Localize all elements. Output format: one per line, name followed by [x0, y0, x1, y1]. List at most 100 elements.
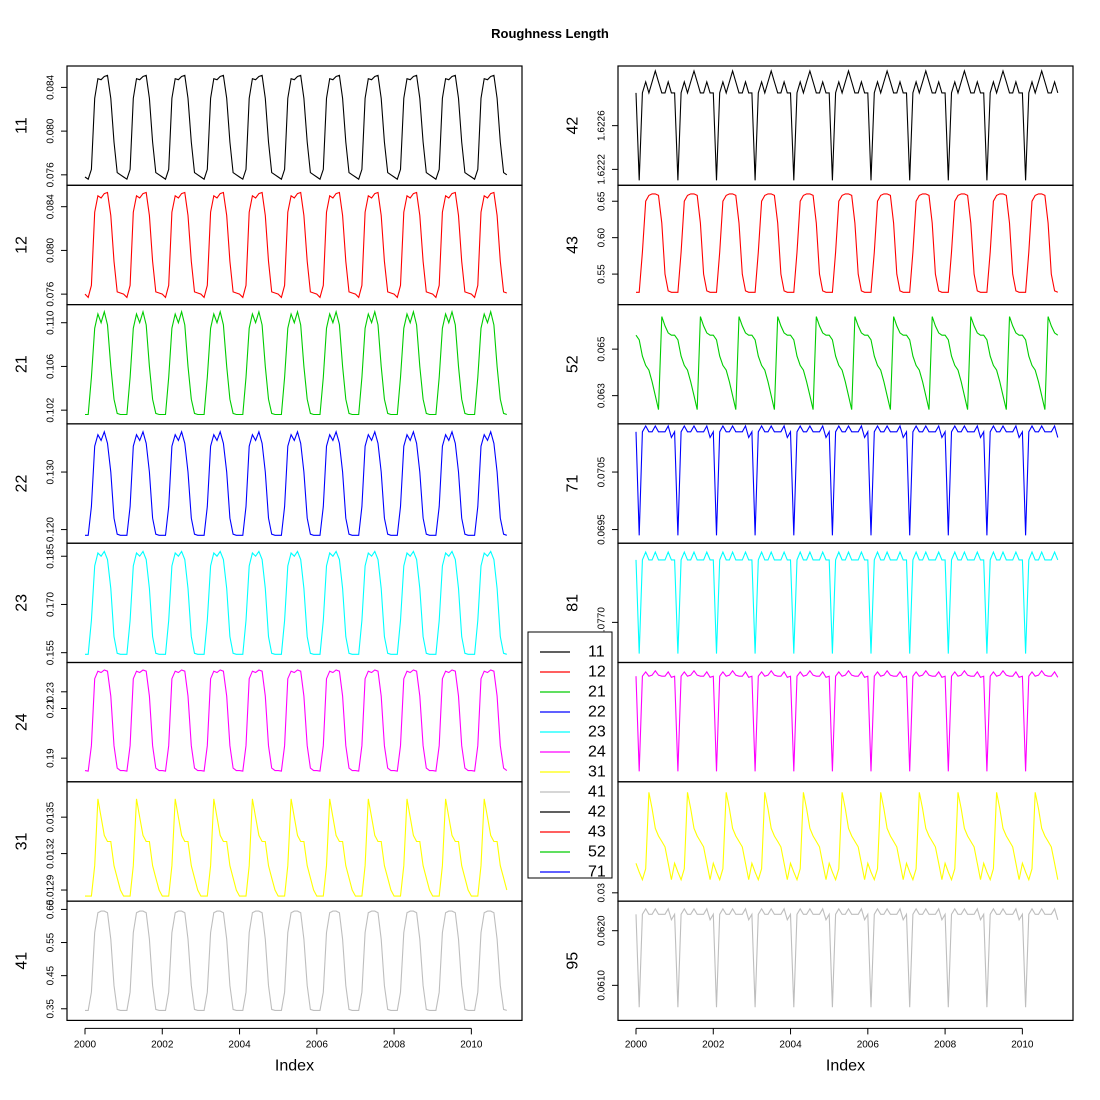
panel-0-5: 0.19 0.210.23 24: [14, 661, 523, 783]
y-tick-label: 0.0610: [597, 970, 608, 1001]
y-tick-label: 0.102: [46, 397, 57, 422]
y-tick-label: 0.170: [46, 592, 57, 617]
series-line-41: [85, 910, 507, 1011]
panel-0-7: 0.35 0.45 0.55 0.65 41: [14, 899, 523, 1021]
y-tick-label: 0.120: [46, 517, 57, 542]
panel-frame: [66, 900, 523, 1021]
panel-frame: [66, 781, 523, 902]
x-tick-label: 2006: [857, 1039, 880, 1050]
x-tick-label: 2002: [151, 1039, 174, 1050]
panel-label-21: 21: [14, 355, 31, 373]
legend-label-21: 21: [588, 684, 606, 701]
panel-frame: [617, 542, 1074, 664]
x-tick-label: 2000: [74, 1039, 97, 1050]
y-tick-label: 0.0135: [46, 801, 57, 832]
panel-label-31: 31: [14, 832, 31, 850]
y-tick-label: 0.155: [46, 640, 57, 665]
y-tick-label: 0.084: [46, 74, 57, 99]
x-tick-label: 2006: [306, 1039, 329, 1050]
x-axis-title: Index: [826, 1057, 865, 1074]
panel-frame: [617, 900, 1074, 1021]
legend-label-11: 11: [588, 644, 605, 661]
x-axis-title: Index: [275, 1057, 314, 1074]
panel-label-22: 22: [14, 475, 31, 493]
x-tick-label: 2000: [625, 1039, 648, 1050]
y-tick-label: 0.185: [46, 543, 57, 568]
series-line-71: [635, 424, 1059, 536]
panel-label-81: 81: [565, 594, 582, 612]
panel-label-52: 52: [565, 355, 582, 373]
y-tick-label: 0.0695: [597, 514, 608, 545]
y-tick-label: 0.084: [46, 194, 57, 219]
y-tick-label: 0.19: [46, 748, 57, 768]
y-tick-label: 0.065: [597, 336, 608, 361]
x-tick-label: 2010: [1011, 1039, 1034, 1050]
y-tick-label: 0.60: [597, 227, 608, 247]
y-tick-label: 0.130: [46, 459, 57, 484]
y-tick-label: 0.0770: [597, 607, 608, 638]
legend-label-31: 31: [588, 764, 606, 781]
legend-label-41: 41: [588, 784, 606, 801]
series-line-c1p5: [635, 669, 1059, 772]
panel-label-12: 12: [14, 236, 31, 254]
y-tick-label: 0.076: [46, 281, 57, 306]
legend-label-71: 71: [588, 864, 606, 881]
panel-label-42: 42: [565, 117, 582, 135]
legend-label-12: 12: [588, 664, 606, 681]
legend-label-52: 52: [588, 844, 606, 861]
legend-label-42: 42: [588, 804, 606, 821]
y-tick-label: 0.0620: [597, 915, 608, 946]
y-tick-label: 0.110: [46, 310, 57, 335]
panel-0-2: 0.102 0.106 0.110 21: [14, 304, 523, 425]
series-line-12: [84, 191, 507, 299]
series-line-81: [635, 550, 1059, 654]
x-tick-label: 2004: [779, 1039, 802, 1050]
panel-frame: [617, 184, 1074, 306]
panel-1-0: 1.6222 1.6226 42: [565, 65, 1074, 186]
y-tick-label: 0.076: [46, 162, 57, 187]
legend-label-22: 22: [588, 704, 606, 721]
panel-frame: [66, 661, 523, 783]
panel-0-3: 0.120 0.130 22: [14, 423, 523, 544]
panel-label-95: 95: [565, 952, 582, 970]
y-tick-label: 0.0129: [46, 874, 57, 905]
x-tick-label: 2002: [702, 1039, 725, 1050]
series-line-31: [85, 798, 508, 897]
y-tick-label: 0.65: [46, 899, 57, 919]
x-axis-0: 2000 2002 2004 2006 2008 2010 Index: [74, 1027, 483, 1074]
panel-1-1: 0.55 0.60 0.65 43: [565, 184, 1074, 306]
series-line-52: [635, 316, 1059, 410]
x-tick-label: 2004: [228, 1039, 251, 1050]
y-tick-label: 0.23: [46, 682, 57, 702]
x-tick-label: 2008: [383, 1039, 406, 1050]
legend-box: [527, 631, 613, 879]
y-tick-label: 1.6222: [597, 154, 608, 185]
panel-0-0: 0.076 0.080 0.084 11: [14, 65, 523, 187]
panel-1-7: 0.0610 0.0620 95: [565, 900, 1074, 1021]
y-tick-label: 0.0132: [46, 838, 57, 869]
legend-label-24: 24: [588, 744, 606, 761]
series-line-43: [636, 193, 1059, 293]
y-tick-label: 0.21: [46, 698, 57, 718]
chart-title: Roughness Length: [491, 26, 609, 41]
y-tick-label: 0.65: [597, 191, 608, 211]
panel-frame: [617, 661, 1074, 783]
panel-label-71: 71: [565, 475, 582, 493]
panel-frame: [66, 542, 523, 664]
panel-1-2: 0.063 0.065 52: [565, 304, 1074, 425]
panel-frame: [617, 304, 1074, 425]
x-axes-layer: 2000 2002 2004 2006 2008 2010 Index 2000 2002 200…: [74, 1027, 1034, 1074]
y-tick-label: 0.080: [46, 118, 57, 143]
series-line-24: [84, 669, 508, 772]
series-line-c1p6: [635, 792, 1059, 882]
panel-label-43: 43: [565, 236, 582, 254]
y-tick-label: 0.0705: [597, 456, 608, 487]
y-tick-label: 0.080: [46, 237, 57, 262]
panel-label-41: 41: [14, 952, 31, 970]
series-line-95: [635, 907, 1059, 1008]
y-tick-label: 0.063: [597, 383, 608, 408]
panel-label-23: 23: [14, 594, 31, 612]
y-tick-label: 0.106: [46, 353, 57, 378]
legend: 11 12 21 22 23 24 31 41 42 43 52 71: [527, 631, 613, 881]
